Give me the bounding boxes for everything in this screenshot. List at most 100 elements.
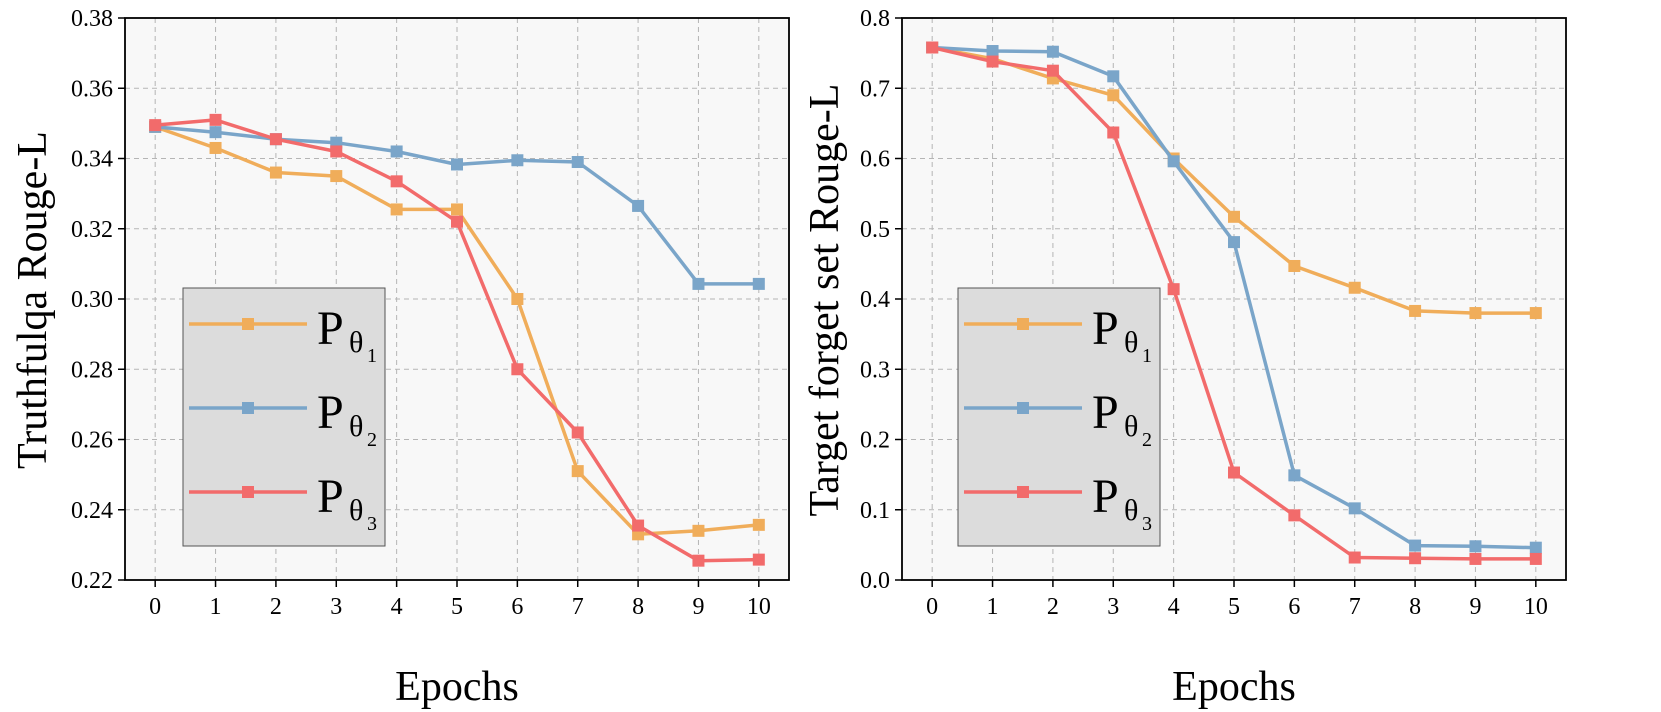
data-point xyxy=(571,426,584,439)
data-point xyxy=(986,45,999,58)
x-tick-label: 4 xyxy=(1168,594,1180,620)
legend-label: P xyxy=(317,302,344,355)
data-point xyxy=(752,553,765,566)
data-point xyxy=(209,113,222,126)
y-axis-title: Truthfulqa Rouge-L xyxy=(10,131,56,469)
legend-marker xyxy=(1017,318,1029,330)
legend-label-subscript-index: 1 xyxy=(1142,345,1152,367)
data-point xyxy=(269,166,282,179)
y-tick-label: 0.30 xyxy=(71,287,113,313)
y-tick-label: 0.24 xyxy=(71,498,113,524)
y-tick-label: 0.34 xyxy=(71,147,113,173)
data-point xyxy=(1348,551,1361,564)
data-point xyxy=(390,203,403,216)
data-point xyxy=(390,175,403,188)
legend-label-subscript-index: 3 xyxy=(367,513,377,535)
legend-label-subscript: θ xyxy=(1124,410,1138,443)
x-tick-label: 5 xyxy=(451,594,463,620)
y-tick-label: 0.7 xyxy=(860,76,890,102)
legend-label: P xyxy=(317,470,344,523)
x-tick-label: 3 xyxy=(1107,594,1119,620)
legend-label-subscript-index: 2 xyxy=(367,429,377,451)
y-tick-label: 0.26 xyxy=(71,428,113,454)
data-point xyxy=(571,465,584,478)
data-point xyxy=(571,156,584,169)
legend-label-subscript-index: 3 xyxy=(1142,513,1152,535)
data-point xyxy=(692,277,705,290)
data-point xyxy=(1469,540,1482,553)
legend-label-subscript: θ xyxy=(1124,326,1138,359)
data-point xyxy=(390,145,403,158)
data-point xyxy=(451,158,463,171)
data-point xyxy=(1409,304,1422,317)
legend-marker xyxy=(1017,402,1029,414)
y-tick-label: 0.28 xyxy=(71,357,113,383)
legend-label: P xyxy=(1092,386,1119,439)
data-point xyxy=(1348,502,1361,515)
x-tick-label: 8 xyxy=(1409,594,1421,620)
data-point xyxy=(209,141,222,154)
legend-box xyxy=(957,287,1161,547)
legend-marker xyxy=(1017,486,1029,498)
data-point xyxy=(692,524,705,537)
data-point xyxy=(1529,552,1542,565)
data-point xyxy=(511,154,524,167)
y-tick-label: 0.5 xyxy=(860,217,890,243)
legend-marker xyxy=(242,486,254,498)
y-tick-label: 0.32 xyxy=(71,217,113,243)
plot-frame xyxy=(901,17,1567,581)
x-tick-label: 4 xyxy=(391,594,403,620)
data-point xyxy=(330,170,343,183)
legend-label-subscript-index: 2 xyxy=(1142,429,1152,451)
plot-frame xyxy=(124,17,790,581)
x-tick-label: 2 xyxy=(1047,594,1059,620)
data-point xyxy=(330,145,343,158)
x-tick-label: 6 xyxy=(511,594,523,620)
data-point xyxy=(451,215,463,228)
x-tick-label: 9 xyxy=(692,594,704,620)
data-point xyxy=(632,519,645,532)
data-point xyxy=(1469,307,1482,320)
x-tick-label: 1 xyxy=(987,594,999,620)
y-tick-label: 0.8 xyxy=(860,6,890,32)
y-tick-label: 0.22 xyxy=(71,568,113,594)
data-point xyxy=(926,41,939,54)
y-tick-label: 0.36 xyxy=(71,76,113,102)
x-axis-title: Epochs xyxy=(1172,664,1296,710)
data-point xyxy=(986,55,999,68)
x-tick-label: 0 xyxy=(149,594,161,620)
data-point xyxy=(1046,45,1059,58)
x-tick-label: 1 xyxy=(210,594,222,620)
data-point xyxy=(1529,307,1542,320)
data-point xyxy=(1228,210,1240,223)
data-point xyxy=(632,199,645,212)
data-point xyxy=(752,518,765,531)
x-tick-label: 7 xyxy=(572,594,584,620)
data-point xyxy=(1529,541,1542,554)
x-tick-label: 5 xyxy=(1228,594,1240,620)
y-axis-title: Target forget set Rouge-L xyxy=(802,84,848,517)
legend-label-subscript: θ xyxy=(1124,494,1138,527)
x-tick-label: 6 xyxy=(1288,594,1300,620)
data-point xyxy=(692,554,705,567)
data-point xyxy=(1046,64,1059,77)
x-axis-title: Epochs xyxy=(395,664,519,710)
y-tick-label: 0.3 xyxy=(860,357,890,383)
x-tick-label: 10 xyxy=(747,594,771,620)
x-tick-label: 2 xyxy=(270,594,282,620)
data-point xyxy=(511,363,524,376)
chart-panel-2: 0.0 0.1 0.2 0.3 0.4 0.5 0.6 0.7 0.8 0 1 2 3 4 5 6 7 8 9 10 E… xyxy=(802,6,1567,710)
legend-label: P xyxy=(317,386,344,439)
data-point xyxy=(1288,469,1301,482)
data-point xyxy=(451,203,463,216)
legend-label-subscript: θ xyxy=(349,326,363,359)
y-tick-label: 0.6 xyxy=(860,147,890,173)
data-point xyxy=(149,119,162,132)
x-tick-label: 7 xyxy=(1349,594,1361,620)
x-tick-label: 8 xyxy=(632,594,644,620)
legend-box xyxy=(182,287,386,547)
y-tick-label: 0.1 xyxy=(860,498,890,524)
data-point xyxy=(1288,509,1301,522)
